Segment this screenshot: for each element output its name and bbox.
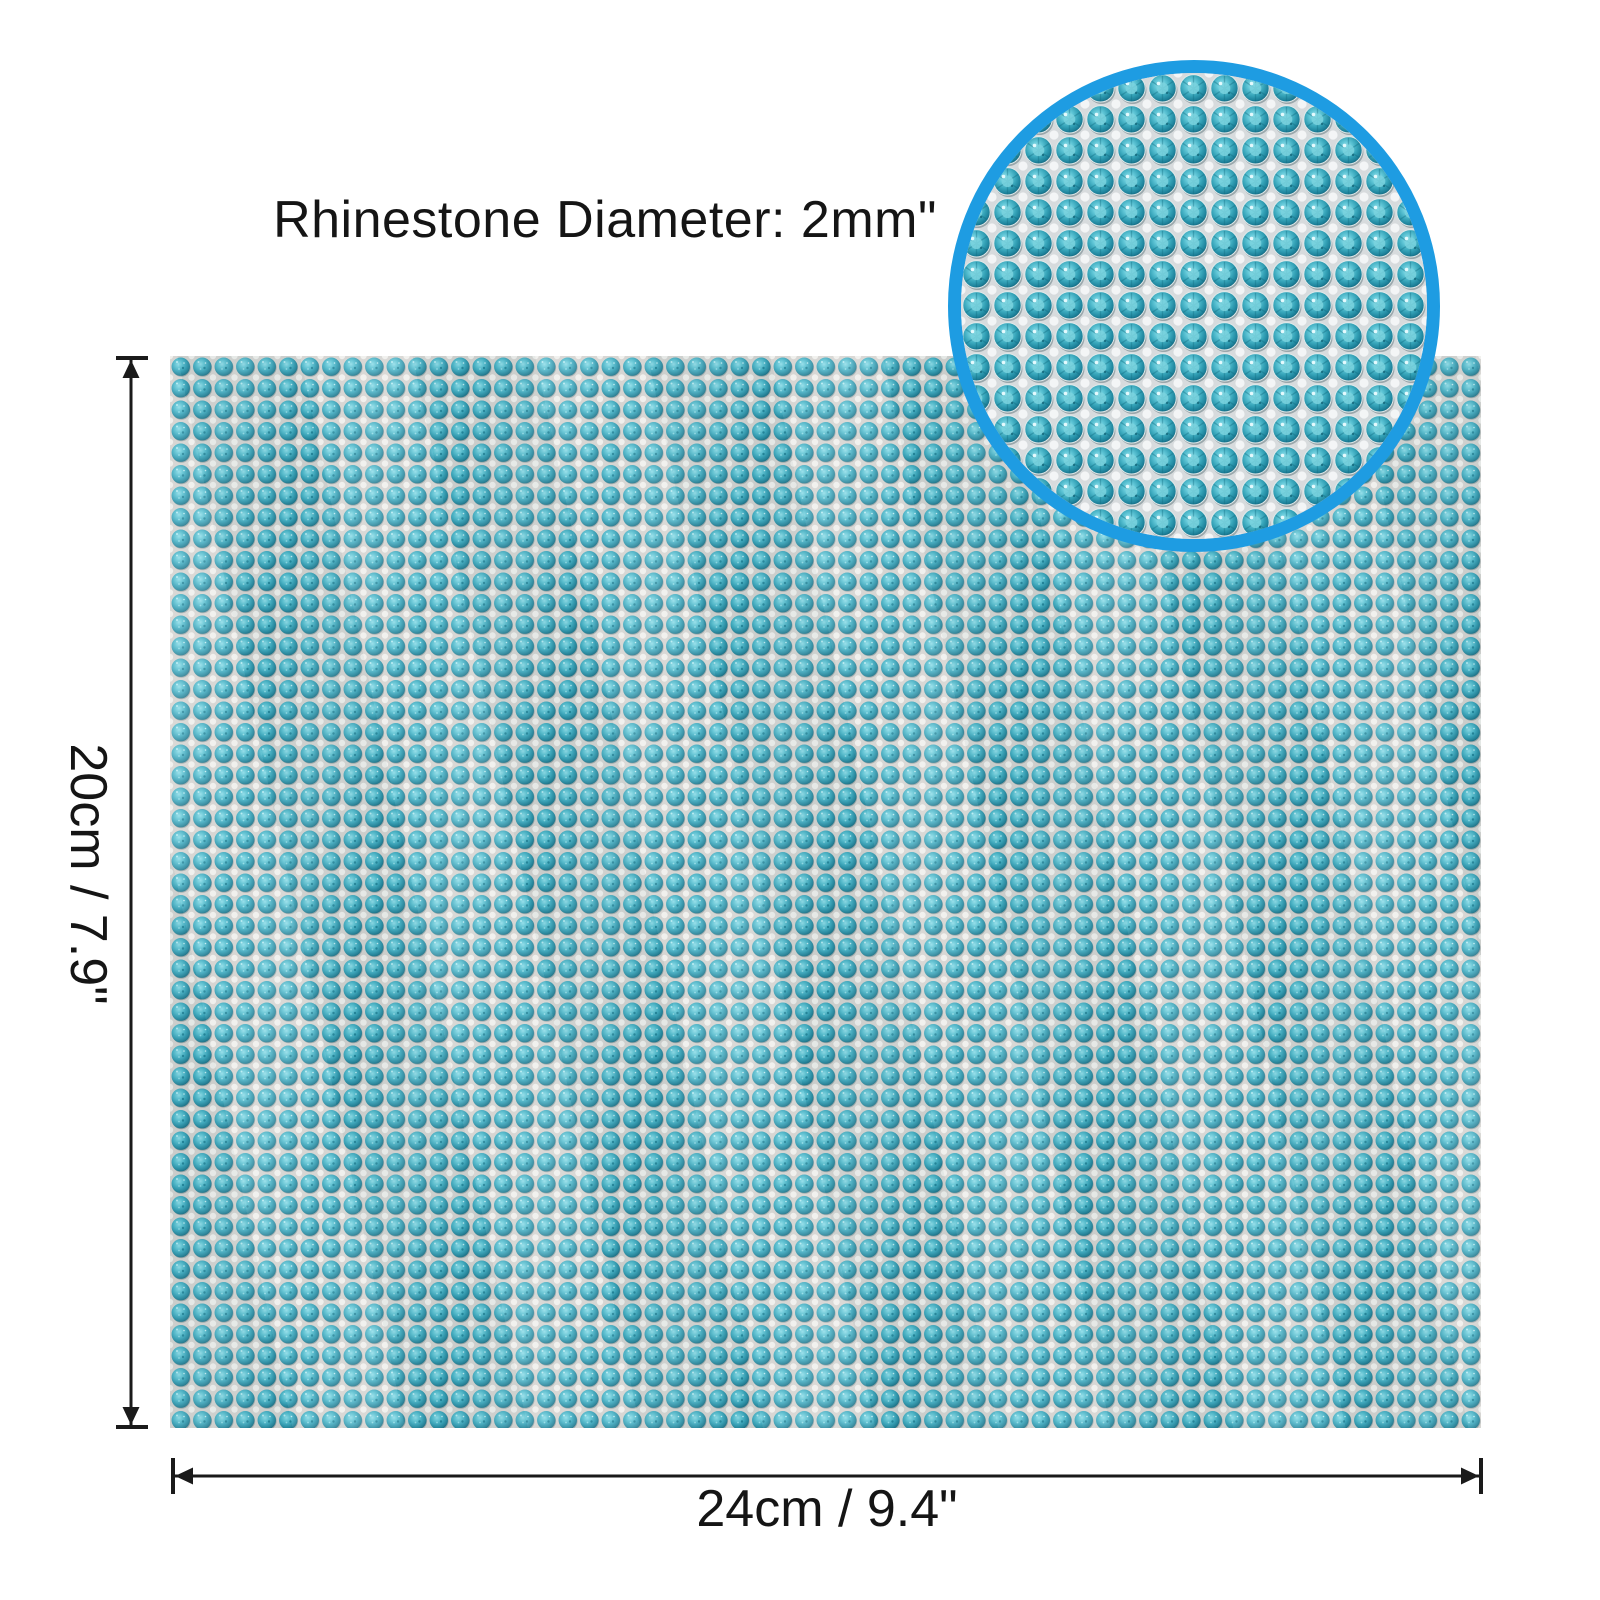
- height-dimension-arrow: [116, 356, 148, 1429]
- width-dimension-arrow: [171, 1458, 1483, 1494]
- diagram-title: Rhinestone Diameter: 2mm": [273, 191, 937, 249]
- magnifier-circle: [948, 60, 1440, 552]
- width-dimension-label: 24cm / 9.4": [696, 1480, 958, 1538]
- height-dimension-label: 20cm / 7.9": [59, 743, 117, 1005]
- magnified-rhinestone-pattern: [961, 73, 1427, 539]
